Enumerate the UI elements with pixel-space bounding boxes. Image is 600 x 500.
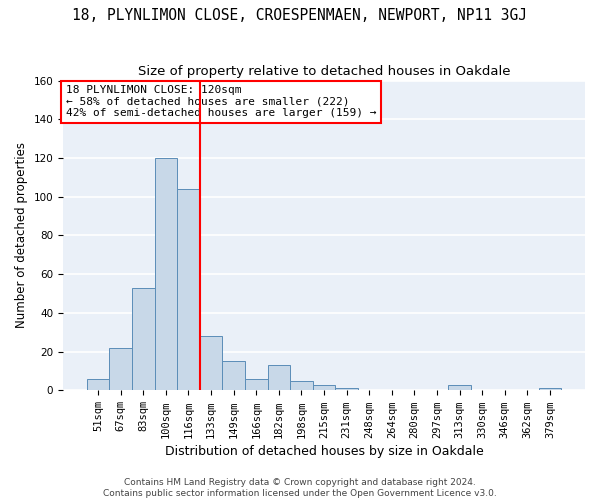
Bar bbox=[335, 388, 358, 390]
Bar bbox=[200, 336, 223, 390]
Text: Contains HM Land Registry data © Crown copyright and database right 2024.
Contai: Contains HM Land Registry data © Crown c… bbox=[103, 478, 497, 498]
Bar bbox=[313, 384, 335, 390]
Bar bbox=[539, 388, 561, 390]
Bar bbox=[268, 365, 290, 390]
Y-axis label: Number of detached properties: Number of detached properties bbox=[15, 142, 28, 328]
Text: 18, PLYNLIMON CLOSE, CROESPENMAEN, NEWPORT, NP11 3GJ: 18, PLYNLIMON CLOSE, CROESPENMAEN, NEWPO… bbox=[73, 8, 527, 22]
Bar bbox=[245, 378, 268, 390]
Bar bbox=[87, 378, 109, 390]
Bar bbox=[132, 288, 155, 391]
Bar bbox=[290, 380, 313, 390]
Text: 18 PLYNLIMON CLOSE: 120sqm
← 58% of detached houses are smaller (222)
42% of sem: 18 PLYNLIMON CLOSE: 120sqm ← 58% of deta… bbox=[65, 85, 376, 118]
Bar bbox=[223, 362, 245, 390]
Title: Size of property relative to detached houses in Oakdale: Size of property relative to detached ho… bbox=[138, 65, 510, 78]
Bar bbox=[177, 189, 200, 390]
X-axis label: Distribution of detached houses by size in Oakdale: Distribution of detached houses by size … bbox=[164, 444, 484, 458]
Bar bbox=[109, 348, 132, 391]
Bar bbox=[155, 158, 177, 390]
Bar bbox=[448, 384, 471, 390]
